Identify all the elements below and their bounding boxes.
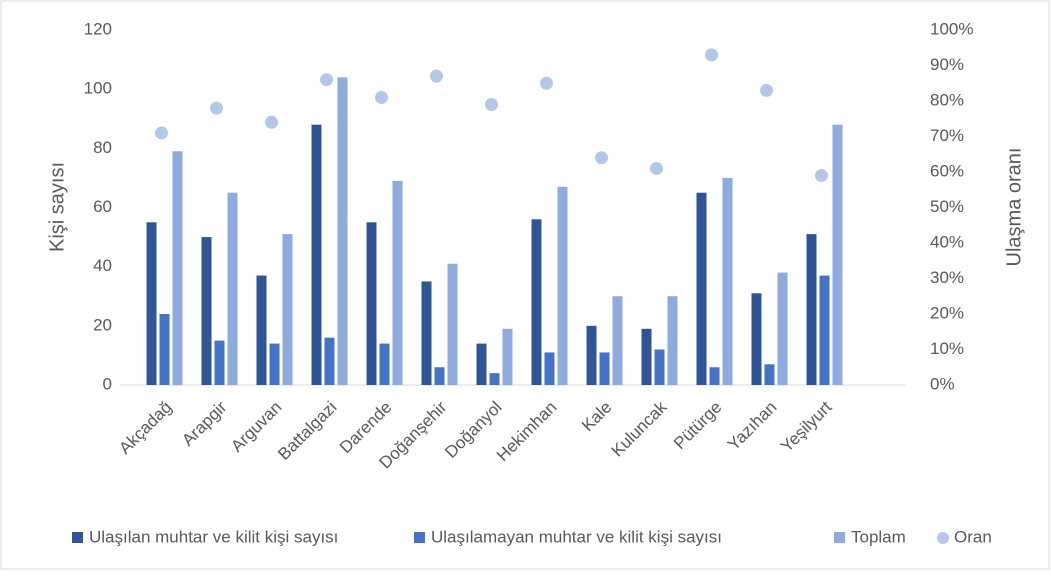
bar bbox=[502, 328, 513, 385]
point bbox=[540, 76, 553, 90]
y2-tick-label: 100% bbox=[930, 19, 973, 38]
bar bbox=[777, 272, 788, 385]
bar bbox=[282, 234, 293, 385]
bar bbox=[434, 367, 445, 385]
bar bbox=[612, 296, 623, 385]
bar bbox=[324, 337, 335, 385]
bar bbox=[214, 340, 225, 385]
bar bbox=[256, 275, 267, 385]
y-tick-label: 120 bbox=[84, 19, 112, 38]
y2-tick-label: 50% bbox=[930, 197, 964, 216]
bar bbox=[751, 293, 762, 385]
bar bbox=[709, 367, 720, 385]
point bbox=[595, 151, 608, 165]
legend-label: Oran bbox=[954, 527, 992, 546]
y-axis-label: Kişi sayısı bbox=[46, 162, 68, 252]
legend-marker bbox=[414, 532, 425, 543]
y-tick-label: 100 bbox=[84, 79, 112, 98]
y-tick-label: 80 bbox=[93, 138, 112, 157]
y2-tick-label: 80% bbox=[930, 90, 964, 109]
y-tick-label: 60 bbox=[93, 197, 112, 216]
legend-label: Ulaşılan muhtar ve kilit kişi sayısı bbox=[89, 527, 338, 546]
bar bbox=[421, 281, 432, 385]
legend-label: Toplam bbox=[851, 527, 906, 546]
point bbox=[485, 98, 498, 112]
y-tick-label: 40 bbox=[93, 256, 112, 275]
y2-tick-label: 30% bbox=[930, 268, 964, 287]
bar bbox=[806, 234, 817, 385]
bar bbox=[366, 222, 377, 385]
point bbox=[265, 115, 278, 129]
point bbox=[760, 83, 773, 97]
y2-tick-label: 40% bbox=[930, 232, 964, 251]
bar bbox=[599, 352, 610, 385]
bar bbox=[392, 180, 403, 385]
bar bbox=[337, 77, 348, 385]
bar bbox=[379, 343, 390, 385]
bar bbox=[557, 186, 568, 385]
y-tick-label: 0 bbox=[103, 374, 112, 393]
bar bbox=[447, 263, 458, 385]
bar bbox=[586, 325, 597, 385]
bar bbox=[819, 275, 830, 385]
legend-marker bbox=[834, 532, 845, 543]
point bbox=[430, 69, 443, 83]
y2-tick-label: 10% bbox=[930, 339, 964, 358]
y2-tick-label: 90% bbox=[930, 55, 964, 74]
bar bbox=[489, 373, 500, 385]
bar bbox=[544, 352, 555, 385]
bar bbox=[641, 328, 652, 385]
y-tick-label: 20 bbox=[93, 315, 112, 334]
bar bbox=[159, 314, 170, 385]
bar bbox=[201, 237, 212, 385]
bar bbox=[667, 296, 678, 385]
bar bbox=[531, 219, 542, 385]
legend-label: Ulaşılamayan muhtar ve kilit kişi sayısı bbox=[431, 527, 722, 546]
bar bbox=[722, 177, 733, 385]
bar bbox=[227, 192, 238, 385]
bar bbox=[476, 343, 487, 385]
point bbox=[320, 73, 333, 87]
y2-tick-label: 20% bbox=[930, 303, 964, 322]
legend-marker bbox=[72, 532, 83, 543]
bar bbox=[311, 124, 322, 386]
point bbox=[155, 126, 168, 140]
point bbox=[815, 169, 828, 183]
point bbox=[705, 48, 718, 62]
bar bbox=[269, 343, 280, 385]
bar bbox=[696, 192, 707, 385]
bar bbox=[764, 364, 775, 385]
y2-tick-label: 70% bbox=[930, 126, 964, 145]
y2-axis-label: Ulaşma oranı bbox=[1003, 148, 1025, 267]
bar bbox=[832, 124, 843, 386]
y2-tick-label: 0% bbox=[930, 374, 955, 393]
y2-tick-label: 60% bbox=[930, 161, 964, 180]
point bbox=[375, 90, 388, 104]
bar bbox=[654, 349, 665, 385]
legend-marker bbox=[937, 532, 949, 544]
bar bbox=[146, 222, 157, 385]
point bbox=[210, 101, 223, 115]
point bbox=[650, 161, 663, 175]
bar bbox=[172, 151, 183, 385]
